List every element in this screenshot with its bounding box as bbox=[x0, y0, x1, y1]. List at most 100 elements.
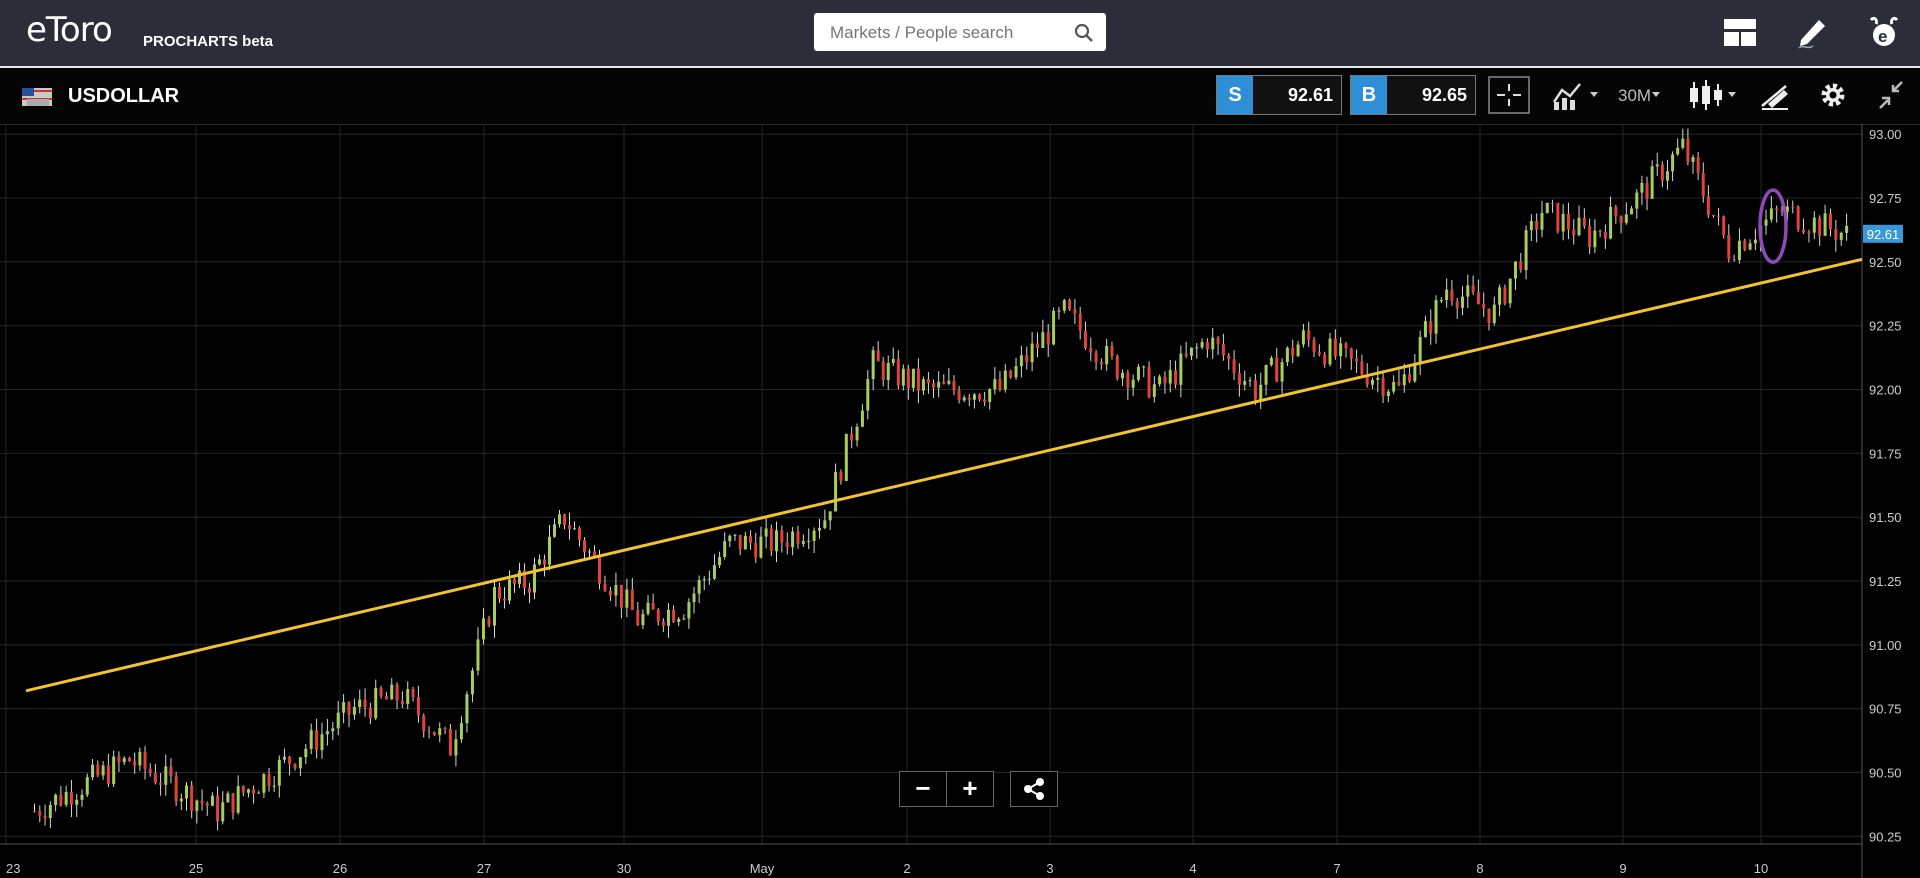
candle-body bbox=[1237, 373, 1241, 385]
candle-body bbox=[855, 426, 859, 441]
candle-body bbox=[1503, 287, 1507, 304]
zoom-out-button[interactable]: − bbox=[899, 771, 947, 807]
settings-icon[interactable] bbox=[1816, 76, 1850, 114]
candle-body bbox=[1216, 337, 1220, 344]
candle-body bbox=[1365, 374, 1369, 385]
etoro-icon[interactable]: e bbox=[1866, 14, 1902, 50]
candle-body bbox=[498, 586, 501, 599]
svg-text:e: e bbox=[1878, 27, 1887, 46]
candle-body bbox=[1650, 166, 1654, 199]
timeframe-select[interactable]: 30M bbox=[1618, 86, 1652, 105]
candle-body bbox=[1696, 157, 1700, 173]
candle-body bbox=[320, 734, 324, 751]
candle-body bbox=[754, 542, 758, 558]
etoro-logo[interactable]: eToro bbox=[26, 10, 113, 50]
candle-body bbox=[1418, 336, 1422, 363]
candle-body bbox=[1487, 308, 1491, 324]
candle-body bbox=[1068, 300, 1072, 310]
candle-body bbox=[400, 700, 404, 705]
candle-body bbox=[1476, 292, 1480, 305]
search-box[interactable] bbox=[814, 13, 1106, 51]
y-tick-label: 93.00 bbox=[1869, 127, 1902, 142]
candle-body bbox=[1701, 172, 1705, 197]
price-chart[interactable]: 93.00 92.75 92.50 92.25 92.00 91.75 91.50 91.25… bbox=[0, 124, 1920, 878]
candle-body bbox=[651, 602, 655, 610]
candle-body bbox=[422, 715, 426, 732]
candle-body bbox=[1083, 330, 1087, 349]
candle-body bbox=[1529, 220, 1533, 231]
candle-body bbox=[481, 618, 485, 640]
candle-body bbox=[476, 639, 480, 671]
candle-body bbox=[573, 528, 576, 530]
candle-body bbox=[1513, 261, 1517, 279]
candle-body bbox=[1545, 202, 1549, 214]
candle-body bbox=[1376, 377, 1380, 380]
candle-body bbox=[952, 380, 956, 391]
candle-body bbox=[1681, 138, 1685, 148]
candle-body bbox=[1291, 347, 1295, 357]
candle-body bbox=[368, 707, 372, 719]
current-price-box bbox=[1863, 224, 1903, 243]
candle-body bbox=[43, 815, 47, 819]
candle-body bbox=[998, 379, 1002, 390]
collapse-icon[interactable] bbox=[1874, 76, 1908, 114]
candle-body bbox=[1131, 379, 1135, 388]
x-tick-label: 8 bbox=[1476, 861, 1483, 876]
timeframe-chevron-icon[interactable] bbox=[1650, 76, 1662, 114]
share-button[interactable] bbox=[1010, 771, 1058, 807]
candle-body bbox=[1785, 206, 1789, 212]
candle-body bbox=[262, 774, 266, 793]
candle-body bbox=[619, 584, 623, 608]
layout-icon[interactable] bbox=[1722, 14, 1758, 50]
candle-body bbox=[807, 540, 811, 542]
pencil-icon[interactable] bbox=[1795, 14, 1831, 50]
candle-body bbox=[791, 531, 795, 548]
candle-body bbox=[860, 410, 864, 427]
drawing-icon[interactable] bbox=[1758, 76, 1792, 114]
candle-body bbox=[1115, 355, 1119, 379]
candle-body bbox=[1434, 300, 1438, 334]
crosshair-icon[interactable] bbox=[1488, 76, 1530, 114]
candle-body bbox=[583, 540, 586, 553]
candle-body bbox=[1221, 343, 1225, 356]
search-input[interactable] bbox=[828, 22, 1072, 44]
candle-body bbox=[962, 397, 966, 401]
candle-body bbox=[1492, 304, 1496, 324]
candle-body bbox=[1381, 377, 1385, 397]
candle-body bbox=[106, 765, 110, 784]
y-tick-label: 90.50 bbox=[1869, 766, 1902, 781]
candle-body bbox=[1370, 379, 1374, 385]
zoom-in-button[interactable]: + bbox=[946, 771, 994, 807]
candle-body bbox=[523, 570, 526, 588]
candle-body bbox=[1046, 332, 1050, 345]
candle-body bbox=[1423, 321, 1427, 337]
candle-body bbox=[1062, 300, 1066, 311]
candle-body bbox=[983, 399, 987, 402]
candle-body bbox=[1722, 216, 1726, 236]
candle-body bbox=[331, 728, 335, 732]
candle-body bbox=[937, 381, 941, 388]
candle-body bbox=[1312, 339, 1316, 353]
candle-body bbox=[697, 580, 701, 594]
candle-body bbox=[876, 350, 880, 362]
candle-body bbox=[1791, 206, 1795, 208]
x-tick-label: 27 bbox=[477, 861, 491, 876]
search-icon[interactable] bbox=[1074, 23, 1094, 43]
candle-body bbox=[687, 602, 691, 619]
candle-body bbox=[775, 530, 778, 552]
candle-body bbox=[236, 786, 240, 813]
sell-button[interactable]: S 92.61 bbox=[1216, 75, 1342, 115]
candle-body bbox=[1598, 230, 1602, 232]
candle-body bbox=[911, 368, 915, 388]
candle-body bbox=[1655, 164, 1659, 167]
candle-body bbox=[1450, 289, 1454, 302]
candle-body bbox=[796, 531, 800, 544]
buy-button[interactable]: B 92.65 bbox=[1350, 75, 1476, 115]
indicators-icon[interactable] bbox=[1550, 76, 1600, 114]
candle-body bbox=[1094, 352, 1098, 363]
y-tick-label: 91.00 bbox=[1869, 638, 1902, 653]
candle-body bbox=[1168, 370, 1172, 384]
candles-icon[interactable] bbox=[1686, 76, 1740, 114]
candle-body bbox=[153, 773, 157, 783]
candle-body bbox=[1158, 376, 1162, 385]
